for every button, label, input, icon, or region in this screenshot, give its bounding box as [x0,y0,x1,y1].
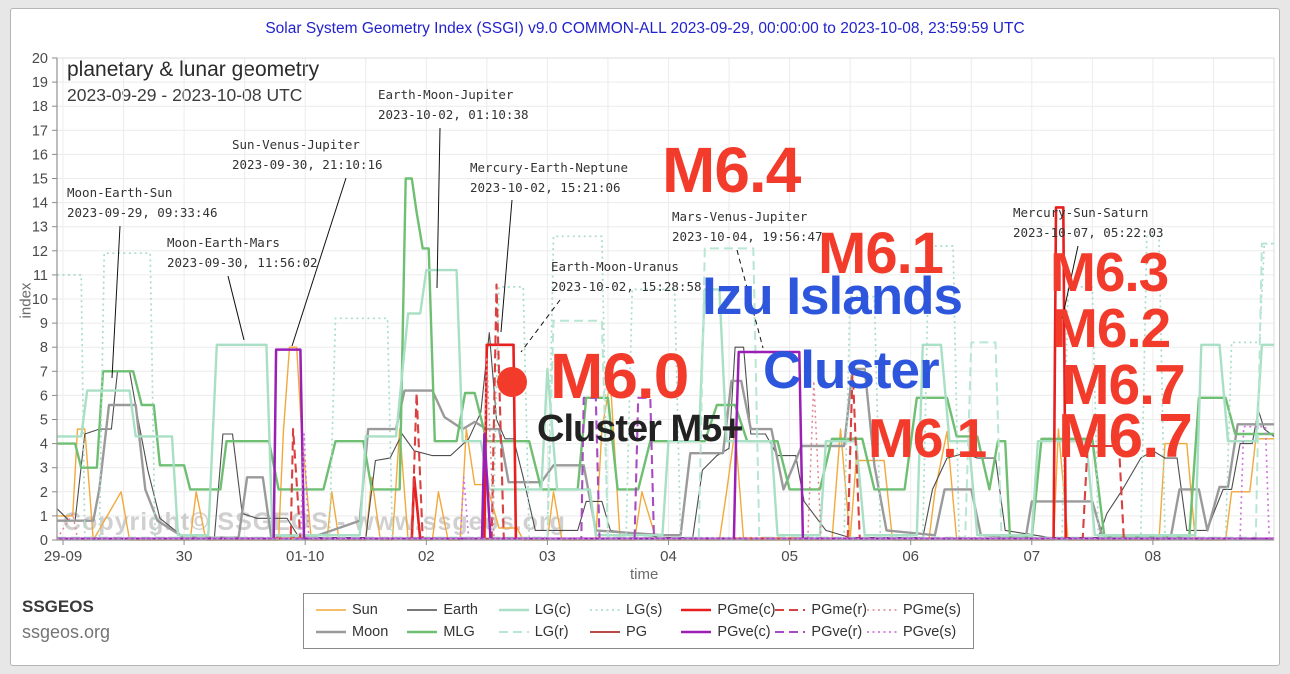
legend-label: PGve(s) [903,624,957,640]
legend-label: PGme(r) [811,602,867,618]
legend-item-PG: PG [590,624,681,640]
impact-label: M6.1 [818,221,944,286]
legend-label: LG(s) [626,602,663,618]
chart-subheading: 2023-09-29 - 2023-10-08 UTC [67,85,303,105]
legend-item-PGme(s): PGme(s) [867,602,961,618]
legend: Sun Earth LG(c) LG(s) PGme(c) PGme(r) PGme(s) M… [303,593,974,649]
legend-item-LG(c): LG(c) [498,602,590,618]
impact-label: M6.0 [550,340,689,412]
impact-label: M6.1 [868,407,987,469]
legend-swatch [498,631,529,633]
impact-label: Cluster M5+ [537,408,743,450]
legend-item-PGve(r): PGve(r) [775,624,867,640]
legend-item-LG(s): LG(s) [590,602,681,618]
legend-label: LG(c) [534,602,571,618]
impact-label: M6.2 [1052,297,1171,359]
chart-heading: planetary & lunar geometry [67,58,320,81]
legend-swatch [590,631,621,633]
legend-item-LG(r): LG(r) [498,624,590,640]
chart-title: Solar System Geometry Index (SSGI) v9.0 … [265,20,1025,37]
legend-label: PGve(r) [811,624,863,640]
legend-swatch [498,608,529,612]
impact-label: Cluster [763,341,940,400]
legend-label: LG(r) [534,624,569,640]
legend-item-PGve(s): PGve(s) [867,624,961,640]
legend-item-MLG: MLG [407,624,498,640]
brand-name: SSGEOS [22,597,94,616]
x-axis-label: time [630,566,659,583]
legend-label: Earth [443,602,479,618]
impact-label: M6.7 [1062,353,1186,417]
legend-label: MLG [443,624,475,640]
legend-label: PGme(s) [903,602,961,618]
legend-swatch [681,630,712,634]
legend-swatch [681,608,712,612]
y-axis-label: index [17,282,35,319]
impact-label: Izu Islands [702,267,963,326]
legend-label: PGve(c) [717,624,771,640]
legend-swatch [590,609,621,611]
legend-swatch [407,630,438,634]
legend-swatch [316,630,346,634]
legend-swatch [407,609,438,611]
legend-label: PGme(c) [717,602,776,618]
legend-item-Sun: Sun [316,602,407,618]
legend-item-PGme(c): PGme(c) [681,602,775,618]
legend-label: Moon [352,624,389,640]
legend-label: Sun [352,602,378,618]
legend-item-PGme(r): PGme(r) [775,602,867,618]
legend-swatch [867,609,897,611]
impact-label: M6.3 [1050,241,1169,303]
legend-swatch [775,608,806,612]
legend-swatch [775,630,806,634]
legend-swatch [316,609,346,611]
legend-item-PGve(c): PGve(c) [681,624,775,640]
legend-item-Earth: Earth [407,602,498,618]
legend-item-Moon: Moon [316,624,407,640]
impact-label: M6.4 [662,134,801,206]
legend-label: PG [626,624,647,640]
legend-swatch [867,631,897,633]
impact-label: M6.7 [1058,402,1193,471]
brand-site: ssgeos.org [22,622,111,642]
